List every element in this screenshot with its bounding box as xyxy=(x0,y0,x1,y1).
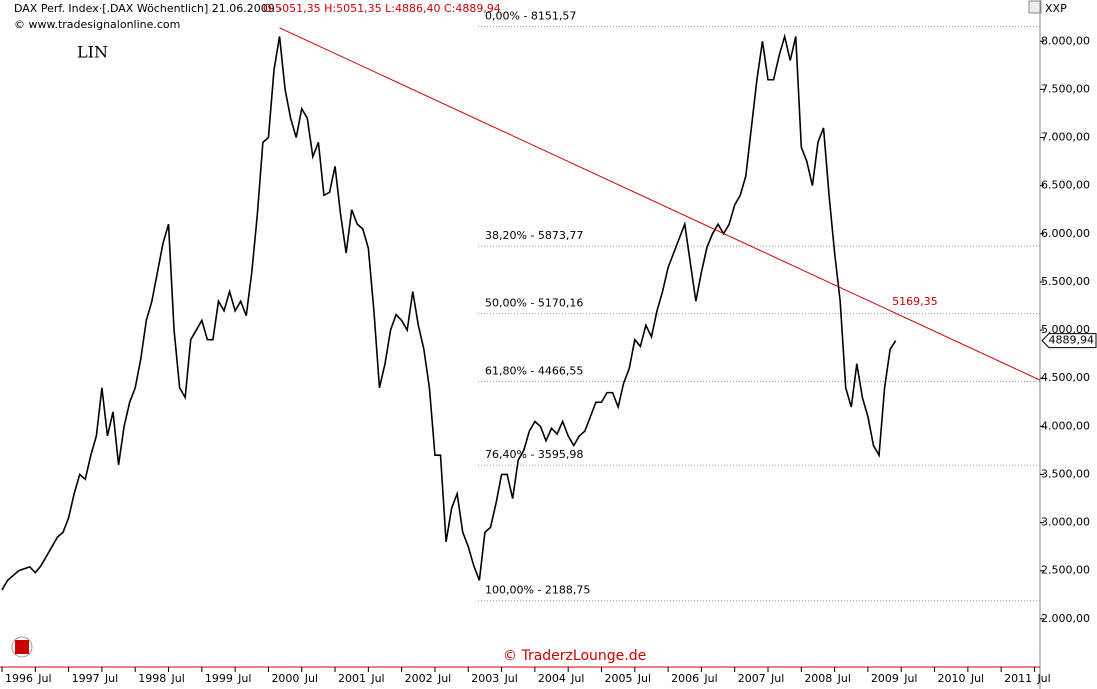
x-tick-label: 2007 xyxy=(738,672,766,685)
source: © www.tradesignalonline.com xyxy=(14,18,180,31)
x-tick-label: Jul xyxy=(237,672,251,685)
x-tick-label: Jul xyxy=(837,672,851,685)
x-tick-label: 2000 xyxy=(271,672,299,685)
x-tick-label: 2009 xyxy=(871,672,899,685)
x-tick-label: 1997 xyxy=(72,672,100,685)
logo xyxy=(11,636,33,658)
price-line xyxy=(1,33,897,591)
x-tick-label: Jul xyxy=(770,672,784,685)
y-tick-label: 3.000,00 xyxy=(1041,516,1090,529)
x-tick-label: 2002 xyxy=(405,672,433,685)
x-tick-label: Jul xyxy=(570,672,584,685)
x-tick-label: Jul xyxy=(1036,672,1050,685)
x-tick-label: Jul xyxy=(504,672,518,685)
x-tick-label: Jul xyxy=(437,672,451,685)
y-tick-label: 2.500,00 xyxy=(1041,564,1090,577)
header: DAX Perf. Index·[.DAX Wöchentlich] 21.06… xyxy=(14,2,282,15)
annotation: 5169,35 xyxy=(892,295,938,308)
y-tick-label: 6.000,00 xyxy=(1041,227,1090,240)
y-tick-label: 5.000,00 xyxy=(1041,323,1090,336)
y-tick-label: 7.500,00 xyxy=(1041,82,1090,95)
x-tick-label: 2003 xyxy=(471,672,499,685)
x-tick-label: Jul xyxy=(637,672,651,685)
y-tick-label: 4.500,00 xyxy=(1041,371,1090,384)
y-tick-label: 8.000,00 xyxy=(1041,34,1090,47)
trendline xyxy=(279,27,1041,381)
x-tick-label: Jul xyxy=(970,672,984,685)
x-tick-label: Jul xyxy=(104,672,118,685)
x-tick-label: 2010 xyxy=(938,672,966,685)
label: LIN xyxy=(77,43,108,62)
watermark: © TraderzLounge.de xyxy=(503,648,646,664)
x-tick-label: Jul xyxy=(703,672,717,685)
x-tick-label: Jul xyxy=(171,672,185,685)
close-button[interactable] xyxy=(1028,0,1042,14)
last-price-box xyxy=(1041,333,1097,349)
y-tick-label: 6.500,00 xyxy=(1041,179,1090,192)
x-tick-label: 2004 xyxy=(538,672,566,685)
x-tick-label: 2011 xyxy=(1004,672,1032,685)
y-tick-label: 7.000,00 xyxy=(1041,131,1090,144)
fib-label: 0,00% - 8151,57 xyxy=(485,10,576,23)
y-tick-label: 2.000,00 xyxy=(1041,612,1090,625)
x-tick-label: 1996 xyxy=(5,672,33,685)
x-tick-label: 1999 xyxy=(205,672,233,685)
x-tick-label: 2006 xyxy=(671,672,699,685)
fib-label: 50,00% - 5170,16 xyxy=(485,297,583,310)
x-tick-label: 2008 xyxy=(804,672,832,685)
y-tick-label: 5.500,00 xyxy=(1041,275,1090,288)
fib-label: 61,80% - 4466,55 xyxy=(485,364,583,377)
x-tick-label: 2005 xyxy=(604,672,632,685)
x-tick-label: Jul xyxy=(370,672,384,685)
fib-label: 38,20% - 5873,77 xyxy=(485,229,583,242)
x-tick-label: Jul xyxy=(37,672,51,685)
y-tick-label: 4.000,00 xyxy=(1041,419,1090,432)
x-tick-label: Jul xyxy=(903,672,917,685)
last-price-label: 4889,94 xyxy=(1049,334,1095,347)
y-tick-label: 3.500,00 xyxy=(1041,467,1090,480)
fib-label: 100,00% - 2188,75 xyxy=(485,584,590,597)
x-tick-label: 1998 xyxy=(138,672,166,685)
x-tick-label: Jul xyxy=(304,672,318,685)
ohlc: O:5051,35 H:5051,35 L:4886,40 C:4889,94 xyxy=(263,2,501,15)
x-tick-label: 2001 xyxy=(338,672,366,685)
fib-label: 76,40% - 3595,98 xyxy=(485,448,583,461)
corner-label: XXP xyxy=(1045,2,1067,15)
